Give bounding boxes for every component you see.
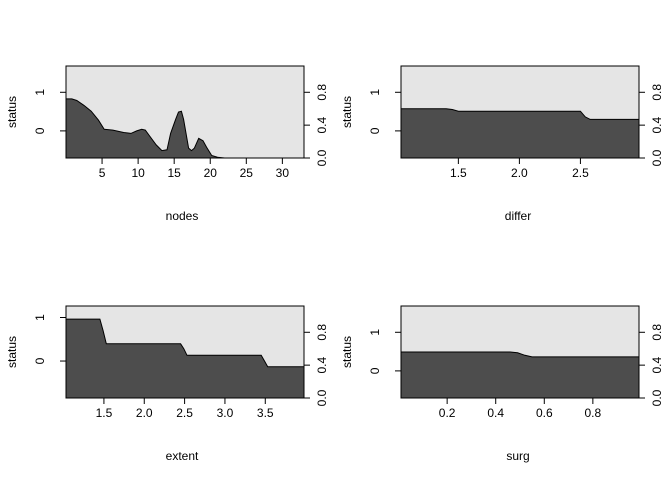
- x-axis-label: nodes: [166, 209, 199, 223]
- left-axis-label: status: [5, 336, 19, 368]
- left-tick-label: 0: [368, 367, 382, 374]
- right-axis-label: status: [340, 96, 354, 128]
- x-axis: 0.2 0.4 0.6 0.8: [439, 398, 602, 420]
- right-tick-label: 0.8: [650, 324, 664, 341]
- x-tick-label: 2.5: [572, 166, 589, 180]
- plot-frame: [400, 65, 640, 159]
- x-tick-label: 10: [131, 166, 145, 180]
- panel-extent: 1.5 2.0 2.5 3.0 3.5 01 0.00.40.8 extent stat…: [5, 305, 354, 463]
- x-axis-label: differ: [505, 209, 531, 223]
- right-tick-label: 0.0: [315, 149, 329, 166]
- right-y-axis: 0.0 0.4 0.8: [639, 324, 664, 406]
- x-axis: 5 10 15 20 25 30: [99, 158, 290, 180]
- right-axis-label: status: [340, 336, 354, 368]
- dependence-area: [65, 98, 304, 159]
- left-y-axis: 01: [33, 89, 66, 134]
- x-tick-label: 0.4: [487, 406, 504, 420]
- left-y-axis: 01: [368, 329, 401, 374]
- x-tick-label: 30: [276, 166, 290, 180]
- x-axis: 1.5 2.0 2.5: [450, 158, 589, 180]
- panel-surg: 0.2 0.4 0.6 0.8 01 0.00.40.8 surg: [368, 305, 664, 463]
- left-tick-label: 1: [33, 89, 47, 96]
- panel-differ: 1.5 2.0 2.5 01 0.00.40.8 differ: [368, 65, 664, 223]
- left-tick-label: 1: [368, 329, 382, 336]
- x-tick-label: 0.2: [439, 406, 456, 420]
- x-tick-label: 15: [168, 166, 182, 180]
- x-tick-label: 3.5: [257, 406, 274, 420]
- x-tick-label: 1.5: [96, 406, 113, 420]
- right-tick-label: 0.8: [315, 324, 329, 341]
- x-axis-label: surg: [506, 449, 529, 463]
- right-tick-label: 0.4: [650, 356, 664, 373]
- left-tick-label: 1: [33, 314, 47, 321]
- x-axis: 1.5 2.0 2.5 3.0 3.5: [96, 398, 274, 420]
- left-tick-label: 0: [33, 357, 47, 364]
- right-tick-label: 0.8: [650, 84, 664, 101]
- right-tick-label: 0.0: [315, 389, 329, 406]
- x-tick-label: 2.0: [511, 166, 528, 180]
- right-tick-label: 0.4: [315, 356, 329, 373]
- x-tick-label: 2.0: [136, 406, 153, 420]
- x-tick-label: 2.5: [176, 406, 193, 420]
- right-tick-label: 0.8: [315, 84, 329, 101]
- left-tick-label: 0: [368, 127, 382, 134]
- x-tick-label: 25: [240, 166, 254, 180]
- right-tick-label: 0.4: [315, 116, 329, 133]
- x-tick-label: 20: [204, 166, 218, 180]
- right-tick-label: 0.0: [650, 389, 664, 406]
- x-tick-label: 5: [99, 166, 106, 180]
- left-tick-label: 1: [368, 89, 382, 96]
- left-axis-label: status: [5, 96, 19, 128]
- right-tick-label: 0.0: [650, 149, 664, 166]
- x-tick-label: 1.5: [450, 166, 467, 180]
- x-tick-label: 3.0: [217, 406, 234, 420]
- x-tick-label: 0.8: [585, 406, 602, 420]
- right-y-axis: 0.0 0.4 0.8: [304, 84, 329, 166]
- x-tick-label: 0.6: [536, 406, 553, 420]
- right-y-axis: 0.0 0.4 0.8: [639, 84, 664, 166]
- plot-frame: [400, 305, 640, 399]
- dependence-area: [65, 318, 305, 399]
- left-y-axis: 01: [33, 314, 66, 364]
- x-axis-label: extent: [166, 449, 199, 463]
- plot-frame: [65, 65, 305, 159]
- left-y-axis: 01: [368, 89, 401, 134]
- dependence-area: [400, 351, 640, 399]
- panel-nodes: 5 10 15 20 25 30 01 0.00.40.8 nodes status st…: [5, 65, 354, 223]
- right-y-axis: 0.0 0.4 0.8: [304, 324, 329, 406]
- left-tick-label: 0: [33, 127, 47, 134]
- right-tick-label: 0.4: [650, 116, 664, 133]
